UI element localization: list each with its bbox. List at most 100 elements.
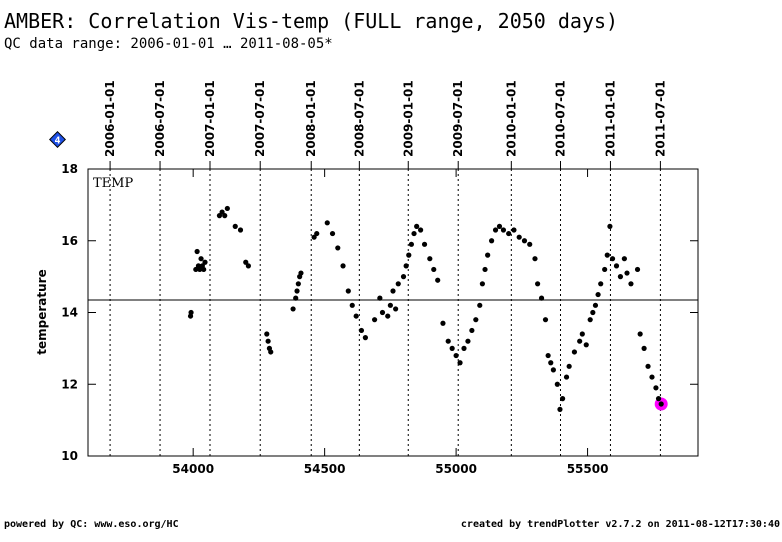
date-label: 2010-07-01 [553, 80, 567, 157]
data-point [440, 320, 446, 326]
y-axis-label: temperature [35, 269, 49, 354]
chart-subtitle: QC data range: 2006-01-01 … 2011-08-05* [4, 36, 333, 52]
chart-title: AMBER: Correlation Vis-temp (FULL range,… [4, 9, 618, 33]
data-point [469, 327, 475, 334]
data-point [609, 256, 616, 262]
data-point [414, 223, 420, 229]
panel-label: TEMP [93, 176, 133, 191]
data-point [554, 381, 560, 387]
data-point [550, 367, 556, 373]
data-point [563, 374, 570, 380]
data-point [506, 230, 512, 237]
data-point [521, 238, 528, 244]
data-point [268, 349, 274, 355]
data-point [395, 281, 401, 287]
data-point [590, 309, 596, 316]
data-point [224, 205, 230, 212]
data-point [557, 406, 563, 412]
data-point [335, 245, 341, 251]
data-point [194, 248, 200, 255]
data-point [649, 374, 655, 380]
x-tick-label: 55000 [435, 462, 477, 476]
data-point [617, 274, 624, 280]
data-point [293, 295, 299, 301]
data-point [602, 266, 608, 273]
data-point [377, 295, 383, 301]
data-point [492, 227, 499, 233]
data-point [314, 230, 320, 237]
data-point [245, 263, 251, 269]
data-point [295, 281, 301, 287]
data-point [298, 270, 304, 276]
data-point [485, 252, 491, 258]
y-tick-label: 10 [61, 449, 78, 463]
data-point [237, 227, 244, 233]
date-label: 2008-01-01 [304, 80, 318, 157]
data-point [379, 309, 386, 316]
data-point [435, 277, 441, 283]
data-point [403, 263, 409, 269]
data-point [465, 338, 471, 344]
x-tick-label: 54500 [304, 462, 346, 476]
x-tick-label: 55500 [567, 462, 609, 476]
data-point [628, 281, 634, 287]
data-point [532, 256, 538, 262]
data-point [587, 317, 593, 323]
date-label: 2006-01-01 [103, 80, 117, 157]
data-point [571, 349, 578, 355]
data-point [449, 345, 455, 351]
data-point [408, 241, 415, 247]
data-point [340, 263, 346, 269]
data-point [655, 396, 662, 402]
data-point [577, 338, 583, 344]
data-point [197, 266, 203, 273]
data-point [548, 360, 554, 366]
data-point [193, 266, 199, 273]
data-point [431, 266, 437, 273]
data-point [385, 313, 391, 319]
data-point [411, 230, 417, 237]
data-point [353, 313, 359, 319]
data-point [542, 317, 549, 323]
data-point [535, 281, 541, 287]
data-point [387, 302, 393, 308]
data-point [421, 241, 428, 247]
data-point [538, 295, 545, 301]
data-point [362, 335, 368, 341]
date-label: 2007-01-01 [203, 80, 217, 157]
data-point [265, 338, 271, 344]
data-point [453, 352, 459, 359]
data-point [390, 288, 396, 294]
data-point [406, 252, 412, 258]
data-point [457, 360, 463, 366]
data-point [324, 220, 330, 226]
data-point [595, 291, 601, 298]
data-point [188, 309, 194, 316]
data-point [358, 327, 365, 334]
data-point [294, 288, 300, 294]
data-point [371, 317, 378, 323]
data-point [545, 352, 551, 359]
data-point [202, 259, 208, 265]
badge-icon: 4 [49, 131, 66, 148]
data-point [488, 238, 495, 244]
y-tick-label: 14 [61, 306, 78, 320]
date-label: 2009-07-01 [451, 80, 465, 157]
data-point [500, 227, 507, 233]
date-label: 2011-07-01 [653, 80, 667, 157]
y-tick-label: 18 [61, 162, 78, 176]
data-point [496, 223, 503, 229]
data-point [216, 213, 223, 219]
data-point [445, 338, 451, 344]
badge-text: 4 [54, 136, 60, 147]
data-point [418, 227, 424, 233]
data-point [473, 317, 479, 323]
date-label: 2011-01-01 [603, 80, 617, 157]
data-point [511, 227, 517, 233]
data-point [641, 345, 647, 351]
data-point [329, 230, 336, 237]
y-tick-label: 16 [61, 234, 78, 248]
data-point [579, 331, 585, 337]
x-tick-label: 54000 [172, 462, 214, 476]
